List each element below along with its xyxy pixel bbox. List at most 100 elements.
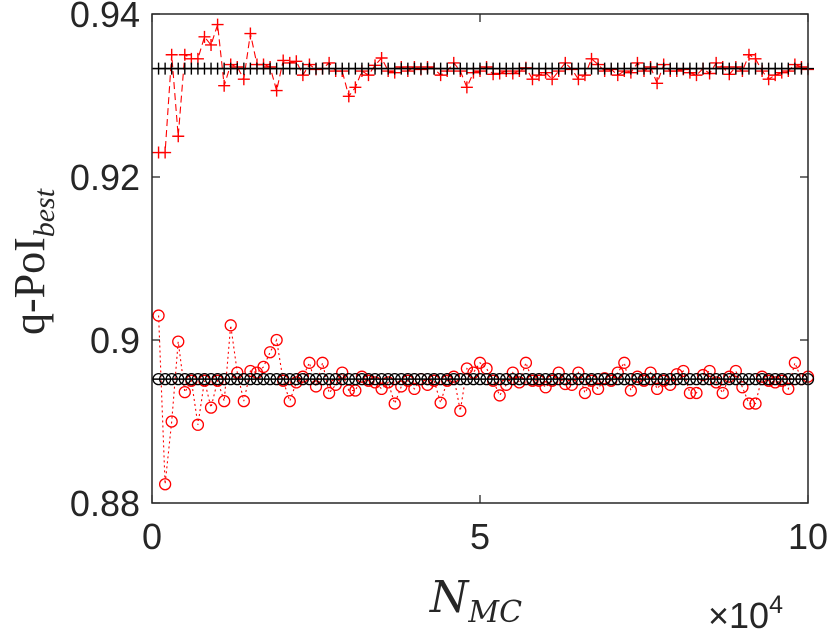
plus-marker: [375, 52, 388, 65]
circle-marker: [277, 372, 290, 386]
circle-marker: [408, 372, 421, 386]
plus-marker: [159, 146, 172, 159]
circle-marker: [408, 382, 421, 396]
circle-marker: [710, 372, 723, 386]
circle-marker: [270, 333, 283, 347]
series-line: [158, 315, 809, 485]
circle-marker: [559, 372, 572, 386]
circle-marker: [342, 372, 355, 386]
circle-marker: [729, 364, 742, 378]
circle-marker: [250, 366, 264, 379]
circle-marker: [788, 372, 802, 386]
circle-marker: [578, 372, 592, 386]
circle-marker: [710, 376, 723, 389]
circle-marker: [749, 372, 762, 386]
circle-marker: [218, 372, 231, 386]
circle-marker: [349, 384, 362, 397]
circle-marker: [467, 366, 480, 379]
circle-marker: [336, 372, 349, 386]
circle-marker: [683, 386, 697, 400]
circle-marker: [178, 372, 191, 386]
circle-marker: [296, 370, 310, 383]
circle-marker: [414, 372, 428, 386]
circle-marker: [237, 372, 250, 386]
axes-layer: [151, 13, 809, 504]
circle-marker: [690, 386, 703, 400]
series-1: [152, 62, 814, 75]
circle-marker: [309, 380, 323, 393]
circle-marker: [696, 368, 710, 382]
circle-marker: [270, 372, 283, 386]
circle-marker: [283, 394, 296, 408]
circle-marker: [447, 372, 460, 386]
series-2: [152, 309, 815, 491]
y-tick-label: 0.94: [70, 0, 140, 35]
circle-marker: [375, 372, 388, 386]
circle-marker: [591, 382, 605, 396]
series-0: [152, 18, 814, 159]
x-tick-label: 0: [142, 516, 162, 557]
circle-marker: [742, 397, 756, 410]
circle-marker: [526, 372, 539, 386]
circle-marker: [303, 356, 316, 369]
y-axis-label-sub: best: [28, 188, 61, 237]
x-axis-label-main: N: [429, 572, 470, 623]
plus-marker: [172, 130, 185, 143]
plus-marker: [244, 27, 257, 40]
circle-marker: [782, 372, 795, 386]
circle-marker: [434, 372, 447, 386]
circle-marker: [152, 372, 165, 386]
circle-marker: [605, 372, 618, 386]
circle-marker: [795, 372, 808, 386]
circle-marker: [454, 404, 467, 418]
circle-marker: [591, 372, 605, 386]
circle-marker: [198, 372, 211, 386]
circle-marker: [513, 376, 526, 389]
circle-marker: [427, 372, 441, 386]
circle-marker: [165, 372, 178, 386]
circle-marker: [316, 356, 329, 369]
circle-marker: [296, 372, 310, 386]
circle-marker: [244, 364, 257, 378]
x-tick-label: 10: [788, 516, 828, 557]
circle-marker: [263, 346, 277, 359]
plus-marker: [237, 73, 250, 86]
circle-marker: [769, 376, 782, 389]
circle-marker: [631, 372, 644, 386]
circle-marker: [611, 366, 624, 379]
circle-marker: [283, 372, 296, 386]
circle-marker: [664, 372, 677, 386]
circle-marker: [532, 372, 546, 386]
circle-marker: [788, 356, 802, 369]
circle-marker: [723, 372, 736, 386]
circle-marker: [519, 356, 533, 369]
circle-marker: [172, 372, 185, 386]
plus-marker: [762, 73, 775, 86]
circle-marker: [441, 372, 454, 386]
circle-marker: [467, 372, 480, 386]
circle-marker: [322, 386, 336, 400]
circle-marker: [329, 372, 342, 386]
circle-marker: [434, 396, 447, 409]
circle-marker: [355, 372, 369, 386]
circle-marker: [244, 372, 257, 386]
plot-box: [151, 13, 809, 504]
circle-marker: [316, 372, 329, 386]
circle-marker: [644, 372, 657, 386]
circle-marker: [204, 372, 218, 386]
plus-marker: [342, 90, 355, 103]
circle-marker: [303, 372, 316, 386]
series-layer: [152, 18, 815, 491]
circle-marker: [158, 372, 172, 386]
plus-marker: [742, 48, 755, 61]
circle-marker: [480, 362, 493, 375]
plus-marker: [205, 38, 218, 51]
circle-marker: [401, 372, 414, 386]
plus-marker: [270, 84, 283, 97]
y-tick-label: 0.9: [90, 320, 140, 361]
circle-marker: [690, 372, 703, 386]
circle-marker: [644, 366, 657, 379]
plus-marker: [178, 48, 191, 61]
circle-marker: [749, 397, 762, 410]
